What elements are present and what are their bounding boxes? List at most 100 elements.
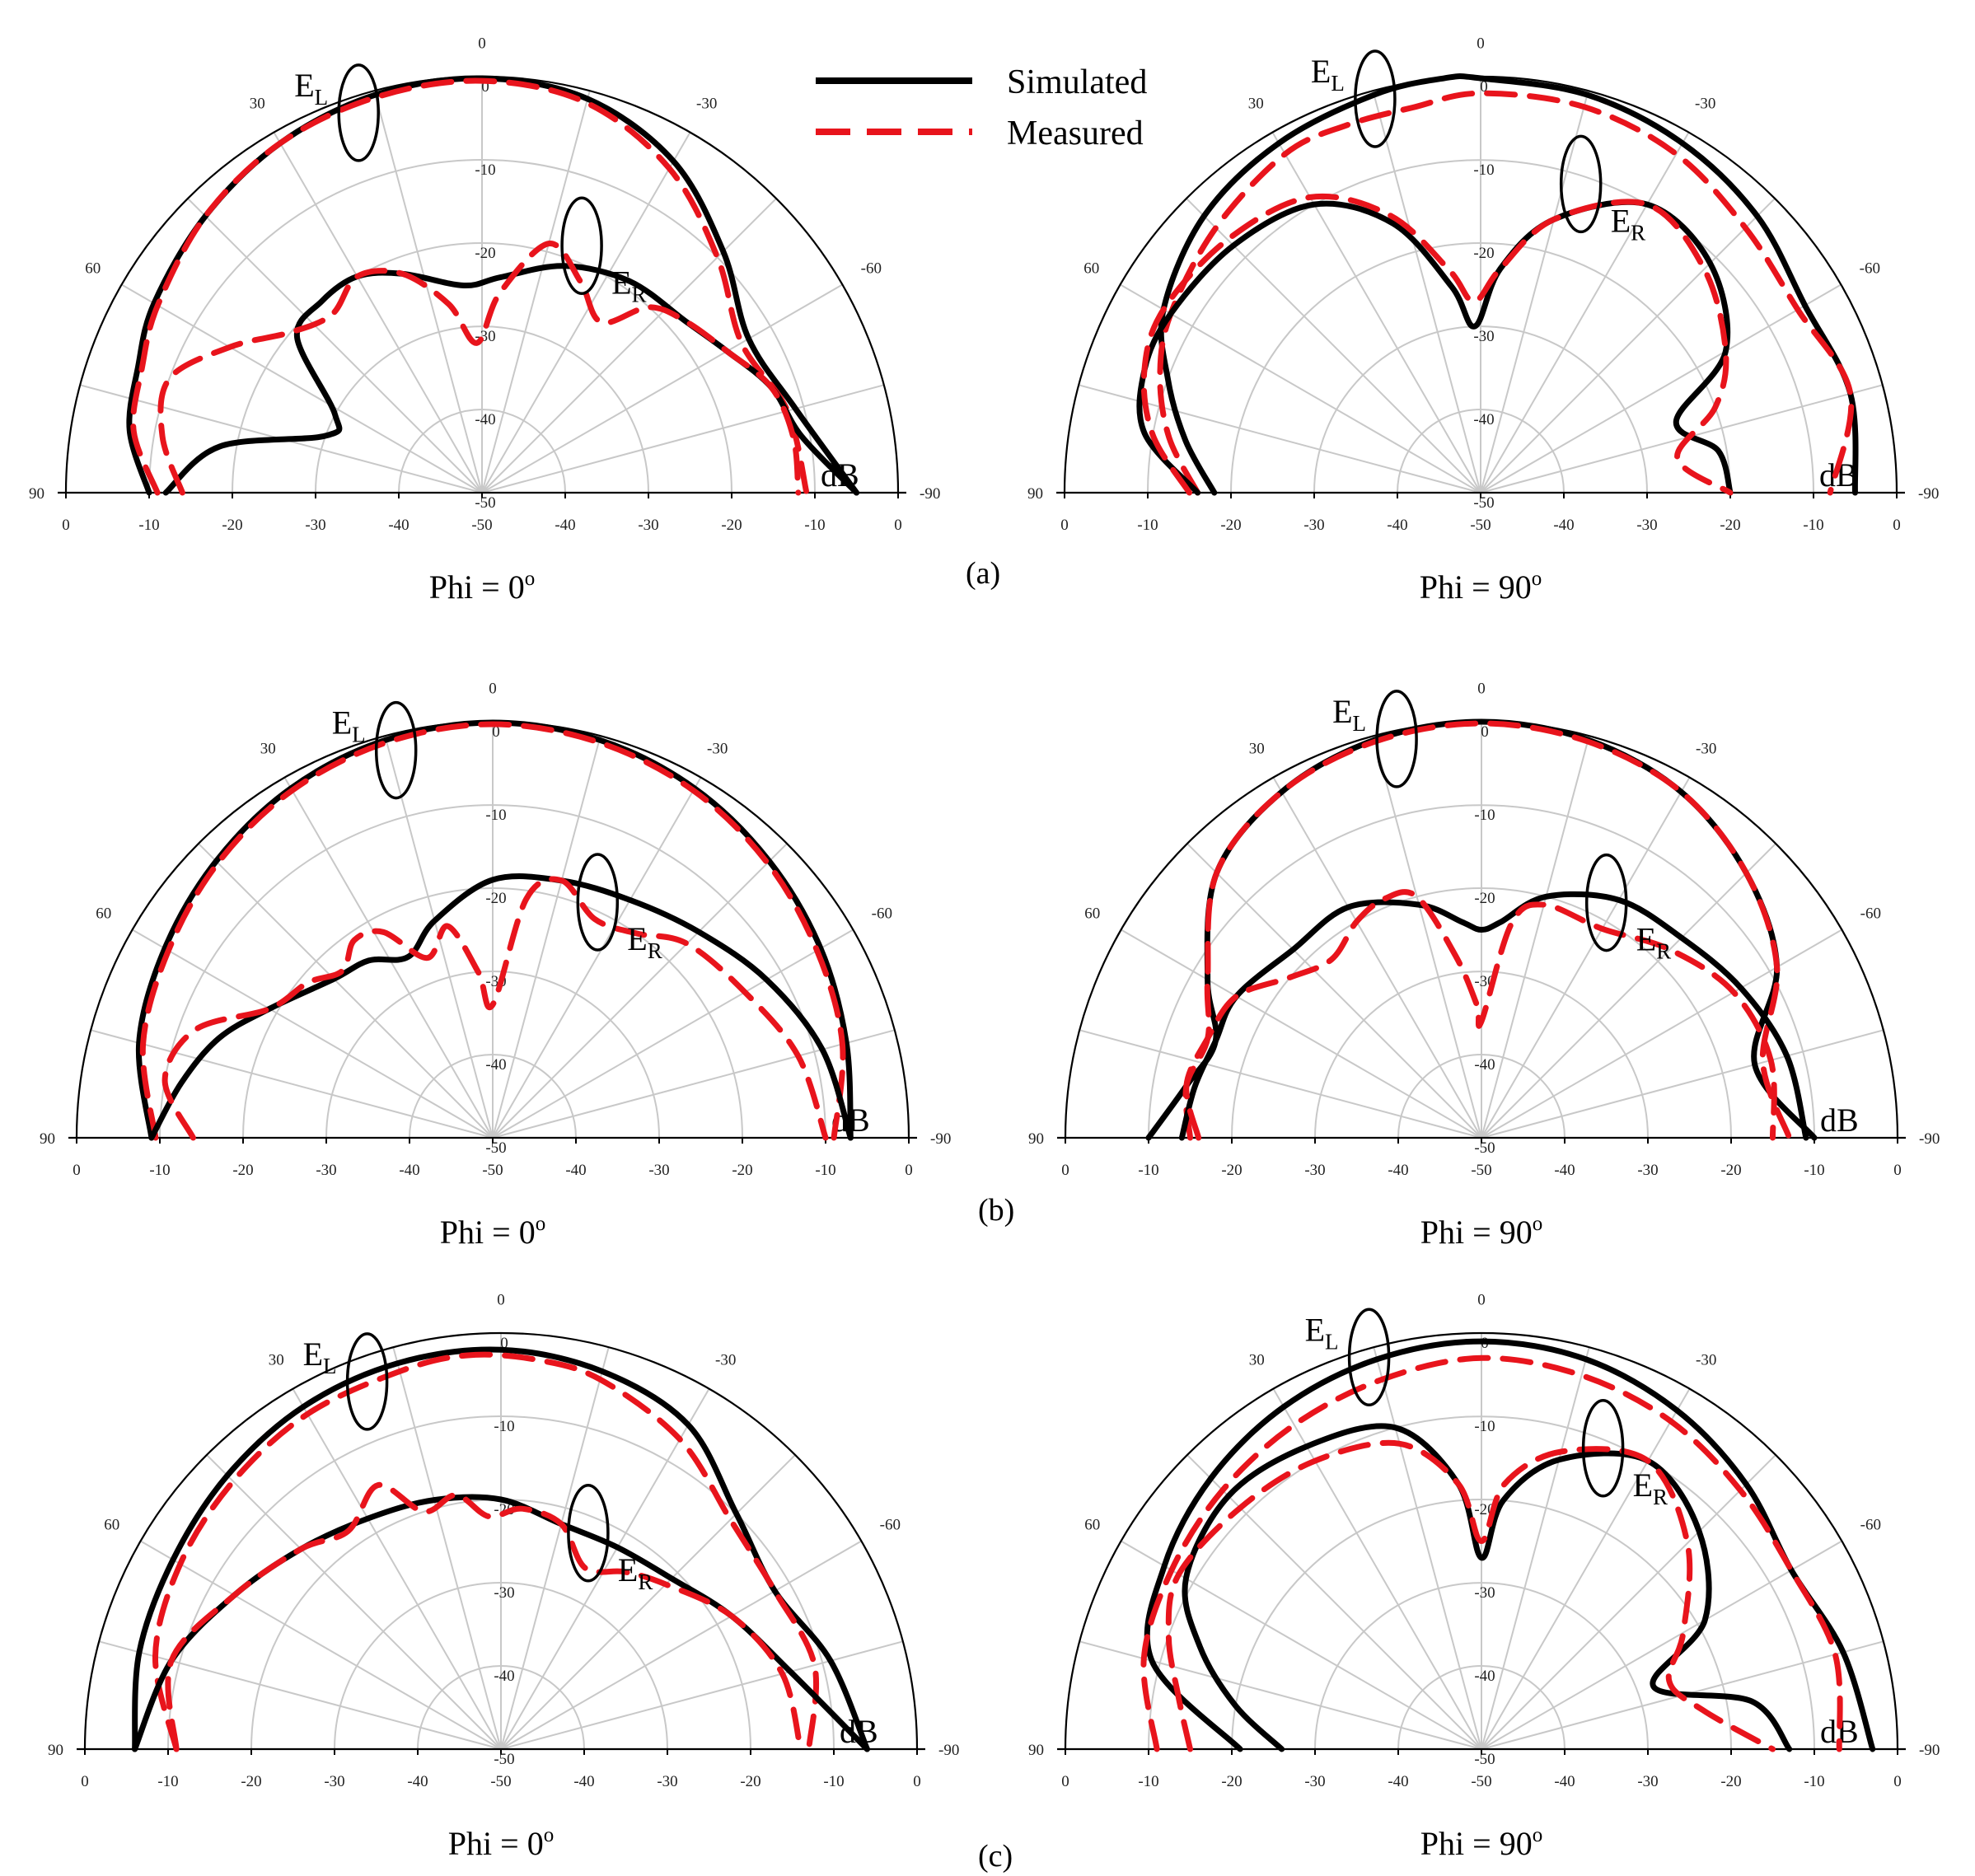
grid-spoke [481, 90, 591, 494]
bottom-tick-label: -50 [1471, 1162, 1491, 1179]
bottom-tick-label: -20 [1221, 1162, 1242, 1179]
bottom-tick-label: -10 [1803, 517, 1823, 534]
series-measured-e-l [1182, 720, 1793, 1141]
grid-spoke [500, 1540, 862, 1750]
grid-spoke [1079, 1029, 1482, 1139]
grid-spoke [500, 1454, 796, 1750]
bottom-tick-label: -20 [740, 1773, 761, 1790]
chart-title-sup: o [1532, 568, 1542, 590]
bottom-tick-label: -20 [732, 1162, 752, 1179]
radial-tick-label: -30 [494, 1584, 514, 1602]
grid-spoke [1480, 198, 1776, 494]
row-label-b: (b) [978, 1193, 1014, 1228]
annotation-ellipse [1354, 49, 1397, 148]
bottom-tick-label: -40 [388, 517, 409, 534]
angle-tick-label: -90 [930, 1130, 951, 1148]
bottom-tick-label: -50 [482, 1162, 503, 1179]
polar-chart-4: 0 -10 -20 -30 -40 -50 -40 -30 -20 -10 0 0 -10 -20 -30 -… [1028, 681, 1940, 1251]
radial-tick-label: 0 [1481, 723, 1489, 741]
angle-tick-label: -60 [880, 1516, 901, 1533]
grid-spoke [1480, 283, 1842, 494]
grid-spoke [1481, 1029, 1884, 1139]
bottom-tick-label: -40 [555, 517, 575, 534]
angle-tick-label: -60 [861, 260, 882, 277]
annotation-label: EL [294, 67, 328, 110]
angle-tick-label: 60 [104, 1516, 119, 1533]
grid-spoke [500, 1640, 904, 1750]
angle-tick-label: 30 [1249, 741, 1265, 758]
grid-spoke [492, 843, 788, 1139]
angle-tick-label: 60 [1083, 260, 1099, 277]
series-measured-e-r [1165, 1439, 1776, 1752]
angle-tick-label: -90 [1919, 1742, 1940, 1759]
grid-spoke [90, 1029, 494, 1139]
annotation-label-sub: L [1331, 71, 1345, 96]
angle-tick-label: -90 [920, 485, 940, 503]
bottom-tick-label: 0 [1060, 517, 1069, 534]
annotation-ellipse [1584, 853, 1628, 952]
legend-simulated-label: Simulated [1007, 63, 1147, 101]
radial-tick-label: -50 [485, 1139, 506, 1157]
polar-chart-3: 0 -10 -20 -30 -40 -50 -40 -30 -20 -10 0 0 -10 -20 -30 -… [40, 681, 951, 1251]
polar-chart-5: 0 -10 -20 -30 -40 -50 -40 -30 -20 -10 00-10-20-30-… [48, 1292, 959, 1862]
chart-title-sup: o [544, 1824, 555, 1846]
bottom-tick-label: 0 [1061, 1162, 1069, 1179]
bottom-tick-label: -30 [648, 1162, 669, 1179]
series-measured-e-l [1157, 90, 1855, 496]
radial-tick-label: -50 [1473, 494, 1494, 512]
radial-tick-label: -30 [1474, 1584, 1495, 1602]
angle-tick-label: -30 [696, 96, 717, 113]
radial-tick-label: 0 [500, 1335, 508, 1352]
row-label-c: (c) [978, 1839, 1013, 1874]
radial-tick-label: -10 [494, 1418, 514, 1435]
series-simulated-e-r [148, 873, 854, 1141]
polar-chart-2: 0 -10 -20 -30 -40 -50 -40 -30 -20 -10 0 0 -10 -20 -30 -… [1027, 35, 1939, 606]
annotation-label-sub: R [1653, 1485, 1668, 1509]
grid-spoke [1186, 1454, 1482, 1750]
grid-spoke [121, 283, 483, 494]
bottom-tick-label: -10 [1804, 1162, 1824, 1179]
polar-chart-6: 0 -10 -20 -30 -40 -50 -40 -30 -20 -10 00-10-20-30-… [1028, 1292, 1940, 1862]
angle-tick-label: 0 [489, 681, 497, 698]
radial-tick-label: -50 [1474, 1751, 1495, 1768]
angle-tick-label: 0 [497, 1292, 505, 1309]
annotation-ellipse [1375, 690, 1418, 788]
annotation-ellipse [576, 853, 620, 952]
annotation-label: EL [1332, 693, 1366, 736]
bottom-tick-label: -40 [565, 1162, 586, 1179]
angle-tick-label: -90 [1918, 485, 1939, 503]
chart-title: Phi = 0o [448, 1824, 554, 1862]
bottom-tick-label: 0 [913, 1773, 921, 1790]
grid-spoke [373, 90, 483, 494]
bottom-tick-label: -20 [1220, 517, 1241, 534]
angle-tick-label: 0 [1477, 681, 1486, 698]
angle-tick-label: 90 [48, 1742, 63, 1759]
row-label-a: (a) [966, 556, 1000, 591]
angle-tick-label: 0 [1477, 1292, 1486, 1309]
polar-frame-arc [83, 1331, 919, 1750]
series-simulated-e-r [1136, 199, 1734, 496]
radial-tick-label: -10 [475, 161, 495, 179]
annotation-label-sub: R [638, 1570, 653, 1594]
angle-tick-label: 60 [85, 260, 101, 277]
grid-spoke [187, 198, 483, 494]
grid-spoke [1079, 1640, 1482, 1750]
series-measured-e-l [139, 721, 846, 1141]
bottom-tick-label: -40 [573, 1773, 594, 1790]
radial-tick-label: -50 [475, 494, 495, 512]
bottom-tick-label: -20 [721, 517, 742, 534]
annotation-label: ER [1611, 202, 1645, 245]
grid-spoke [481, 132, 691, 494]
bottom-tick-label: -30 [1304, 1773, 1325, 1790]
bottom-tick-label: -50 [490, 1773, 511, 1790]
grid-spoke [273, 132, 483, 494]
bottom-tick-label: 0 [62, 517, 70, 534]
series-simulated-e-l [1158, 73, 1859, 496]
radial-tick-label: -10 [1473, 161, 1494, 179]
radial-tick-label: -20 [485, 890, 506, 907]
bottom-tick-label: -40 [1388, 1162, 1408, 1179]
annotation-label: ER [611, 264, 646, 306]
chart-title: Phi = 90o [1420, 1213, 1542, 1251]
polar-panels: 0 -10 -20 -30 -40 -50 -40 -30 -20 -10 0 0 -10 -20 -30 -… [29, 35, 1940, 1862]
